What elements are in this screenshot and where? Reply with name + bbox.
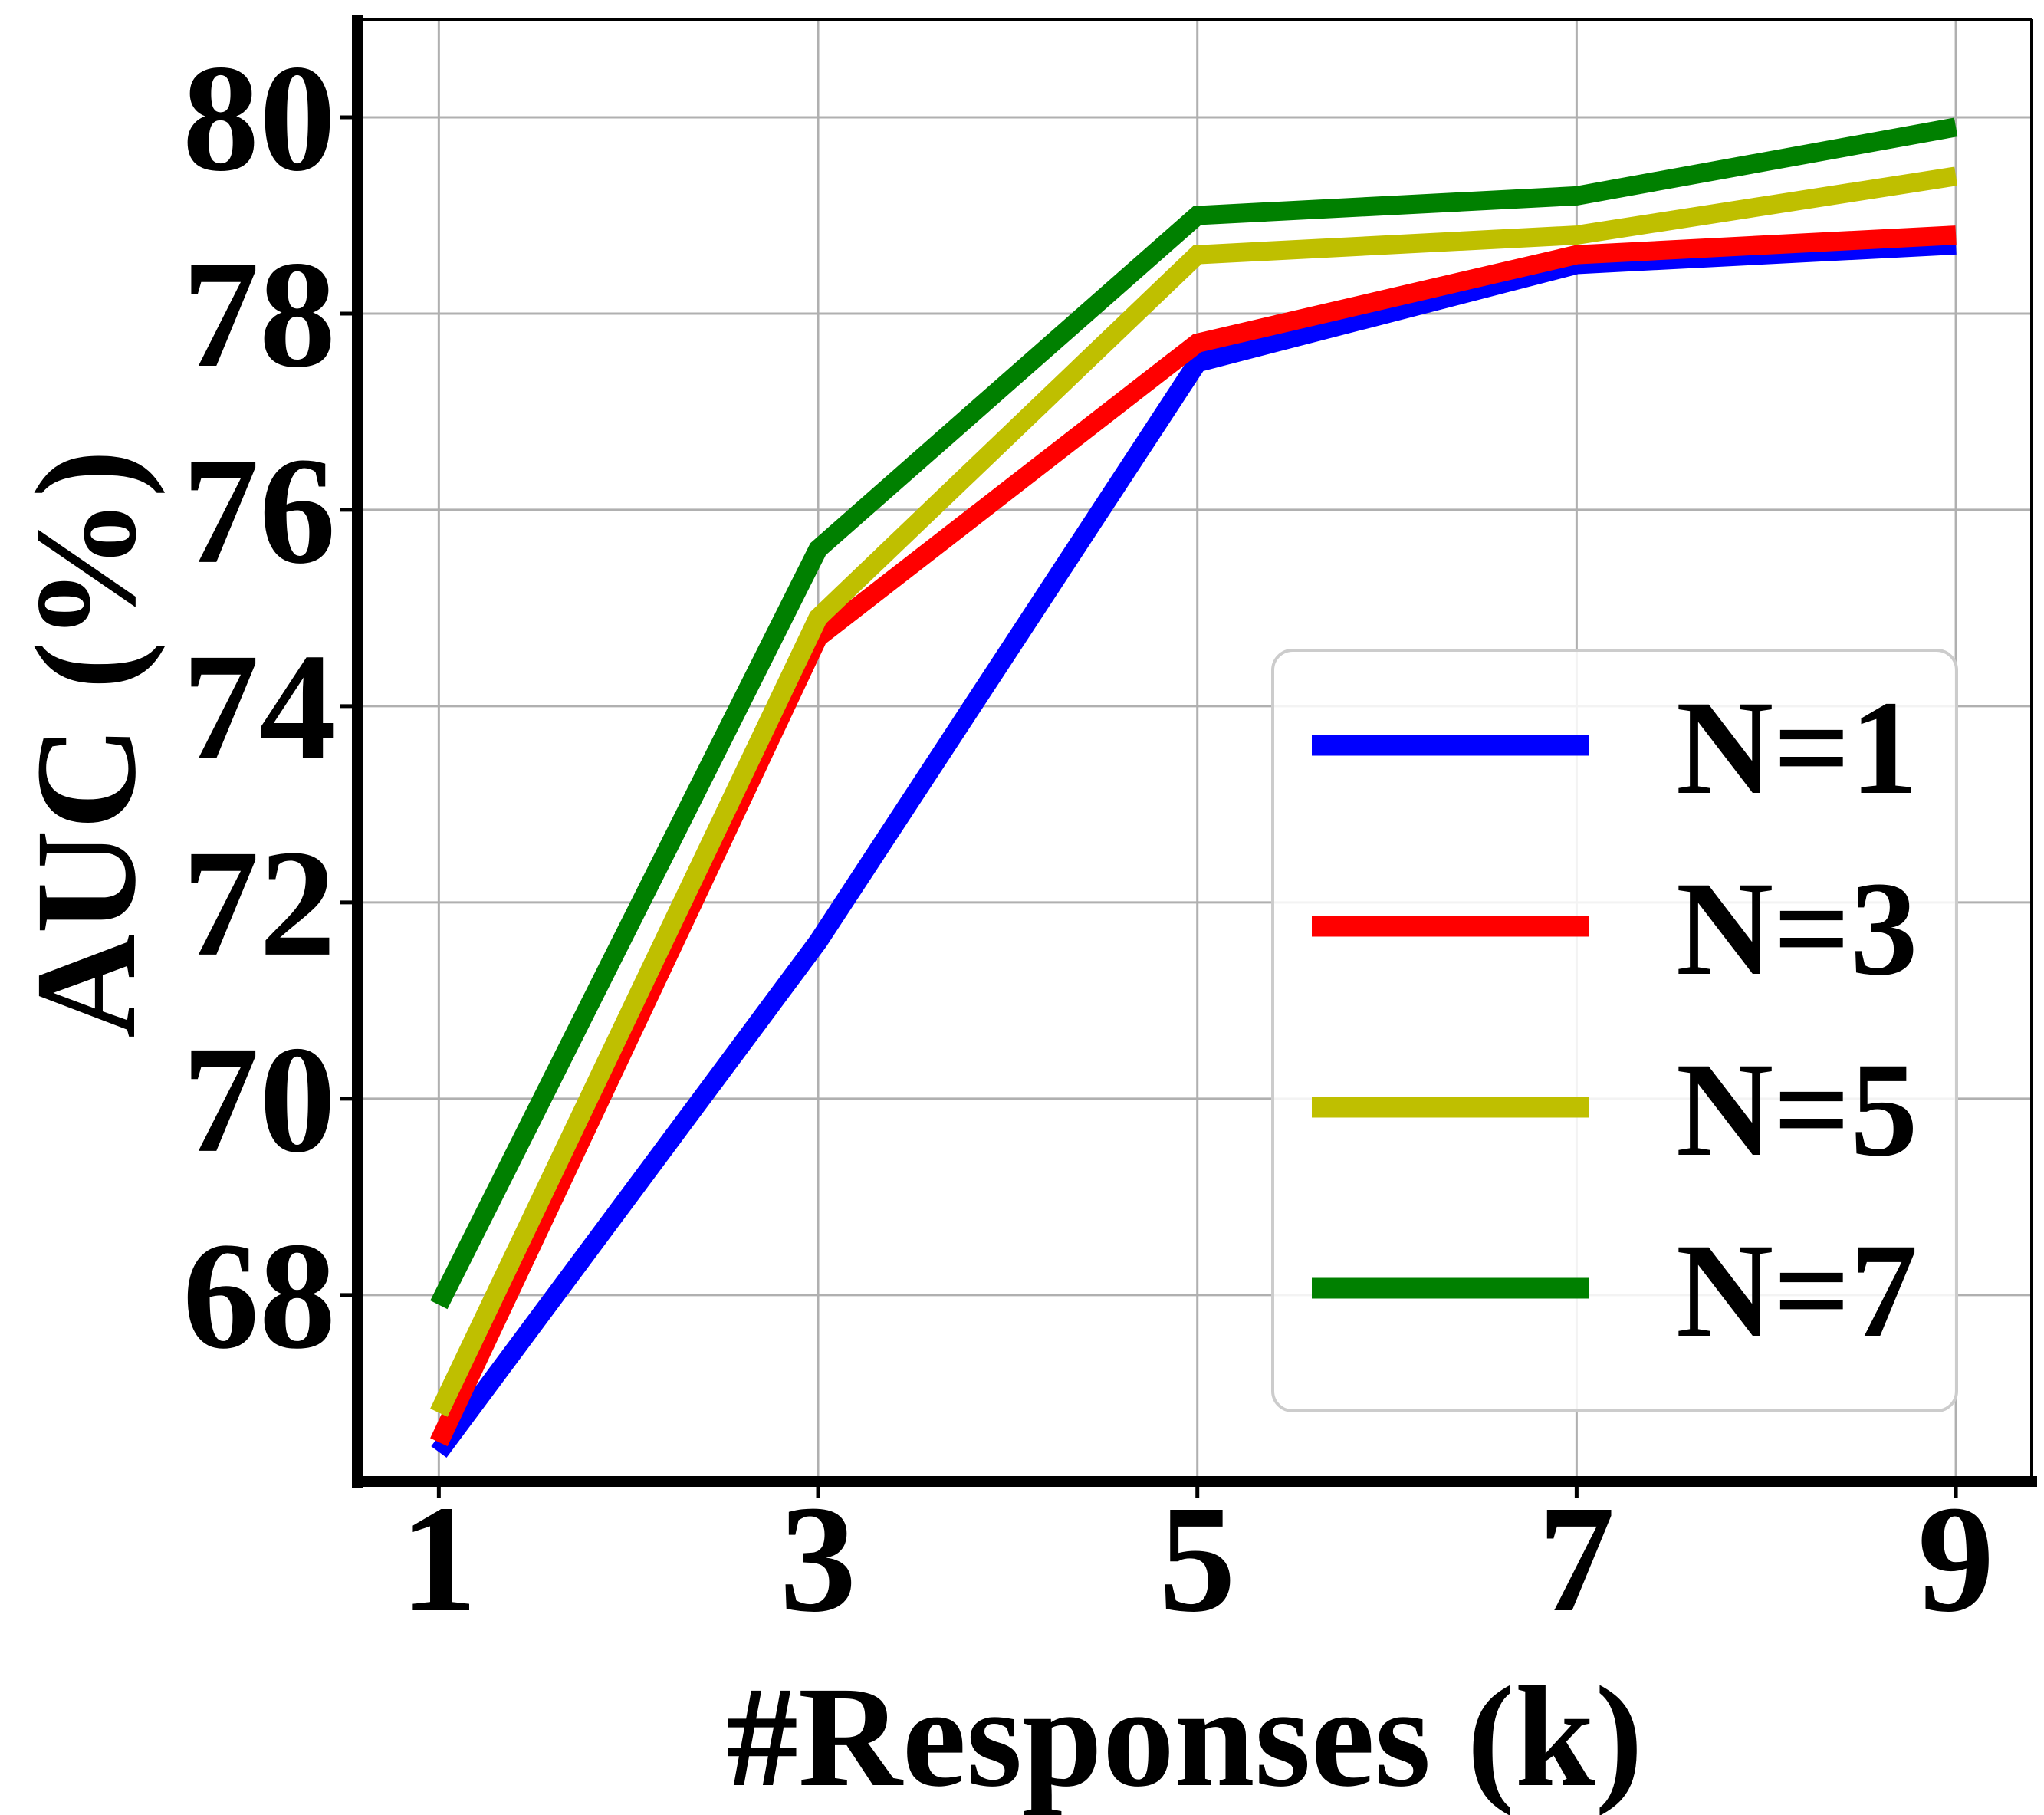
legend: N=1 N=3 N=5 N=7 [1271, 649, 1958, 1412]
legend-label-1: N=1 [1676, 673, 1917, 823]
y-tick-label-68: 68 [182, 1212, 336, 1381]
series-line-1 [431, 235, 1957, 1458]
y-tick-label-80: 80 [182, 34, 336, 203]
y-tick-label-78: 78 [182, 230, 336, 399]
y-tick-label-74: 74 [182, 623, 336, 792]
x-tick-labels: 1 3 5 7 9 [400, 1475, 1994, 1644]
series-line-2 [430, 225, 1957, 1447]
legend-label-3: N=5 [1676, 1035, 1917, 1185]
y-tick-label-76: 76 [182, 426, 336, 596]
y-tick-label-72: 72 [182, 819, 336, 988]
x-axis-label: #Responses (k) [726, 1656, 1643, 1815]
legend-label-4: N=7 [1676, 1216, 1917, 1366]
plot-lines [430, 117, 1958, 1458]
series-line-3 [430, 166, 1958, 1417]
series-line-4 [430, 117, 1958, 1310]
x-tick-label-5: 5 [1159, 1475, 1236, 1644]
y-tick-labels: 68 70 72 74 76 78 80 [182, 34, 336, 1381]
x-tick-label-7: 7 [1538, 1475, 1615, 1644]
x-tick-label-1: 1 [400, 1475, 477, 1644]
y-axis-label: AUC (%) [5, 449, 166, 1038]
legend-label-2: N=3 [1676, 854, 1917, 1004]
legend-box [1271, 649, 1958, 1412]
axes [340, 15, 2037, 1498]
x-tick-label-3: 3 [780, 1475, 856, 1644]
x-tick-label-9: 9 [1917, 1475, 1994, 1644]
y-tick-label-70: 70 [182, 1015, 336, 1185]
